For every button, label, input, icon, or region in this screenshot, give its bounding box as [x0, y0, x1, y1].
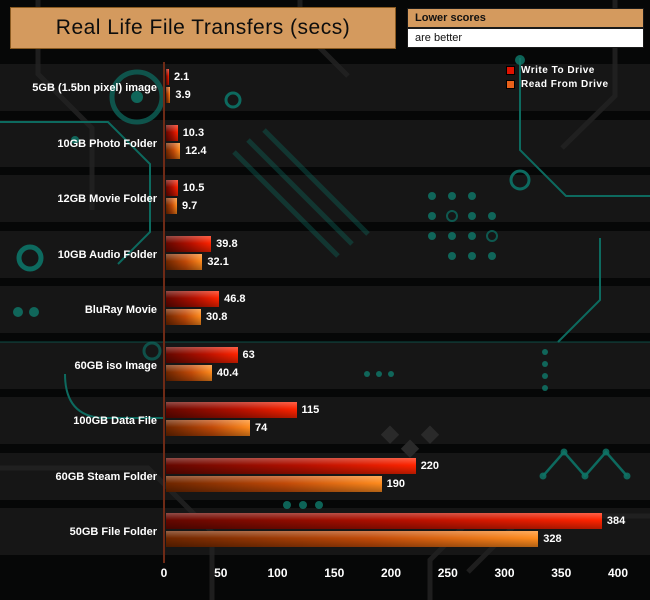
- row-stripe: [0, 119, 650, 167]
- value-label: 10.5: [182, 182, 205, 194]
- value-label: 9.7: [182, 200, 198, 212]
- value-label: 2.1: [174, 71, 190, 83]
- x-tick-label: 50: [214, 566, 228, 580]
- chart-row: 10GB Audio Folder 39.8 32.1: [0, 229, 650, 285]
- row-stripe: [0, 341, 650, 389]
- read-bar: [166, 253, 203, 270]
- value-label: 384: [606, 515, 626, 527]
- chart-row: 60GB iso Image 63 40.4: [0, 340, 650, 396]
- value-label: 46.8: [224, 293, 246, 305]
- value-label: 39.8: [216, 237, 238, 250]
- chart-row: 10GB Photo Folder 10.3 12.4: [0, 118, 650, 174]
- x-axis: 0 50 100 150 200 250 300 350 400: [0, 566, 650, 586]
- chart-row: 100GB Data File 115 74: [0, 395, 650, 451]
- read-bar: [166, 142, 181, 159]
- value-label: 32.1: [207, 255, 229, 268]
- value-label: 12.4: [185, 144, 207, 157]
- read-bar: [166, 364, 212, 381]
- write-bar: [166, 346, 238, 363]
- chart-title: Real Life File Transfers (secs): [55, 16, 351, 39]
- read-bar: [166, 420, 250, 436]
- value-label: 63: [242, 348, 255, 361]
- read-bar: [166, 475, 382, 492]
- chart-row: 50GB File Folder 384 328: [0, 506, 650, 562]
- note-lower-scores: Lower scores: [407, 8, 644, 28]
- x-tick-label: 300: [494, 566, 515, 580]
- read-bar: [166, 87, 171, 103]
- read-bar: [166, 531, 539, 547]
- write-bar: [166, 235, 212, 252]
- legend-item-read: Read From Drive: [506, 78, 609, 91]
- value-label: 30.8: [205, 311, 228, 323]
- category-label: 12GB Movie Folder: [57, 193, 157, 205]
- value-label: 74: [254, 422, 268, 434]
- row-stripe: [0, 397, 650, 444]
- chart-legend: Write To Drive Read From Drive: [506, 64, 609, 92]
- row-stripe: [0, 230, 650, 278]
- category-label: BluRay Movie: [84, 304, 157, 316]
- x-tick-label: 350: [551, 566, 572, 580]
- bar-chart-rows: 5GB (1.5bn pixel) image 2.1 3.9 10GB Photo …: [0, 62, 650, 562]
- chart-row: BluRay Movie 46.8 30.8: [0, 284, 650, 340]
- write-bar: [166, 69, 169, 85]
- x-tick-label: 150: [324, 566, 345, 580]
- category-label: 5GB (1.5bn pixel) image: [32, 82, 157, 94]
- x-tick-label: 400: [607, 566, 629, 580]
- legend-write-label: Write To Drive: [521, 65, 595, 76]
- category-label: 60GB Steam Folder: [55, 470, 157, 483]
- row-stripe: [0, 64, 650, 111]
- row-stripe: [0, 286, 650, 333]
- category-label: 50GB File Folder: [69, 526, 157, 538]
- write-bar: [166, 291, 220, 307]
- chart-row: 5GB (1.5bn pixel) image 2.1 3.9: [0, 62, 650, 118]
- category-label: 100GB Data File: [73, 415, 157, 427]
- x-tick-label: 0: [160, 566, 168, 580]
- y-axis-line: [163, 62, 165, 563]
- x-tick-label: 250: [437, 566, 458, 580]
- row-stripe: [0, 175, 650, 222]
- write-bar: [166, 180, 178, 196]
- read-bar: [166, 198, 177, 214]
- value-label: 3.9: [175, 89, 191, 101]
- x-tick-label: 100: [267, 566, 288, 580]
- chart-title-box: Real Life File Transfers (secs): [10, 7, 396, 49]
- chart-row: 60GB Steam Folder 220 190: [0, 451, 650, 507]
- value-label: 115: [301, 404, 320, 416]
- write-bar: [166, 457, 416, 474]
- category-label: 60GB iso Image: [74, 359, 157, 372]
- value-label: 10.3: [182, 126, 205, 139]
- value-label: 190: [386, 477, 405, 490]
- value-label: 40.4: [216, 366, 239, 379]
- write-bar: [166, 124, 178, 141]
- write-bar: [166, 402, 297, 418]
- write-bar: [166, 513, 602, 529]
- write-swatch-icon: [506, 66, 515, 75]
- category-label: 10GB Audio Folder: [57, 248, 157, 261]
- chart-row: 12GB Movie Folder 10.5 9.7: [0, 173, 650, 229]
- read-bar: [166, 309, 201, 325]
- value-label: 328: [543, 533, 562, 545]
- x-tick-label: 200: [380, 566, 402, 580]
- legend-item-write: Write To Drive: [506, 64, 609, 77]
- read-swatch-icon: [506, 80, 515, 89]
- legend-read-label: Read From Drive: [521, 79, 609, 90]
- category-label: 10GB Photo Folder: [57, 137, 157, 150]
- note-are-better: are better: [407, 28, 644, 48]
- value-label: 220: [420, 459, 440, 472]
